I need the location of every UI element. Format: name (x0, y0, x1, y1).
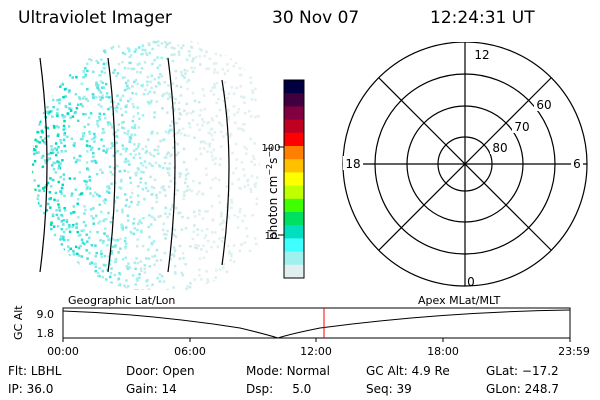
mlt-label-6: 6 (573, 157, 581, 171)
x-tick-2359: 23:59 (558, 345, 590, 358)
filter-value: LBHL (30, 364, 62, 378)
date-label: 30 Nov 07 (272, 8, 360, 28)
seq-value: 39 (396, 382, 412, 396)
polar-grid: 12 18 6 0 60 70 80 (342, 42, 588, 289)
gc-alt-value: 4.9 Re (411, 364, 450, 378)
ip-value: 36.0 (26, 382, 54, 396)
mlt-label-0: 0 (467, 275, 475, 289)
timeline-left-title: Geographic Lat/Lon (68, 294, 175, 307)
x-tick-1800: 18:00 (427, 345, 459, 358)
glon-value: 248.7 (524, 382, 559, 396)
mlt-label-18: 18 (345, 157, 360, 171)
gain-field: Gain: 14 (126, 382, 177, 396)
instrument-title: Ultraviolet Imager (18, 8, 172, 28)
glon-field: GLon: 248.7 (486, 382, 559, 396)
timeline-y-label: GC Alt (12, 305, 25, 340)
lat-label-80: 80 (492, 141, 507, 155)
seq-field: Seq: 39 (366, 382, 412, 396)
door-value: Open (162, 364, 195, 378)
timeline-right-title: Apex MLat/MLT (418, 294, 501, 307)
altitude-curve (62, 309, 571, 339)
dsp-field: Dsp: 5.0 (246, 382, 312, 396)
ip-field: IP: 36.0 (8, 382, 54, 396)
earth-image (32, 40, 260, 290)
glat-value: −17.2 (521, 364, 559, 378)
altitude-timeline: Geographic Lat/Lon Apex MLat/MLT GC Alt … (12, 294, 590, 358)
colorbar-label: photon cm−2s−1 (265, 146, 280, 240)
x-tick-0600: 06:00 (174, 345, 206, 358)
colorbar: 100 10 (261, 79, 305, 279)
filter-field: Flt: LBHL (8, 364, 62, 378)
door-field: Door: Open (126, 364, 195, 378)
svg-text:photon cm−2s−1: photon cm−2s−1 (265, 146, 280, 240)
x-tick-1200: 12:00 (300, 345, 332, 358)
auroral-emission-pixels (32, 40, 260, 290)
mlt-label-12: 12 (474, 48, 489, 62)
glat-field: GLat: −17.2 (486, 364, 559, 378)
time-label: 12:24:31 UT (430, 8, 535, 28)
gain-value: 14 (161, 382, 177, 396)
colorbar-tick-100: 100 (261, 143, 280, 154)
gc-alt-field: GC Alt: 4.9 Re (366, 364, 450, 378)
y-tick-1-8: 1.8 (37, 327, 55, 340)
mode-field: Mode: Normal (246, 364, 330, 378)
dsp-value: 5.0 (292, 382, 312, 396)
mode-value: Normal (286, 364, 330, 378)
y-tick-9: 9.0 (37, 308, 55, 321)
colorbar-tick-10: 10 (265, 231, 278, 242)
lat-label-60: 60 (536, 98, 551, 112)
longitude-lines (39, 57, 230, 273)
lat-label-70: 70 (514, 120, 529, 134)
colorbar-gradient (284, 80, 304, 279)
x-tick-0000: 00:00 (47, 345, 79, 358)
